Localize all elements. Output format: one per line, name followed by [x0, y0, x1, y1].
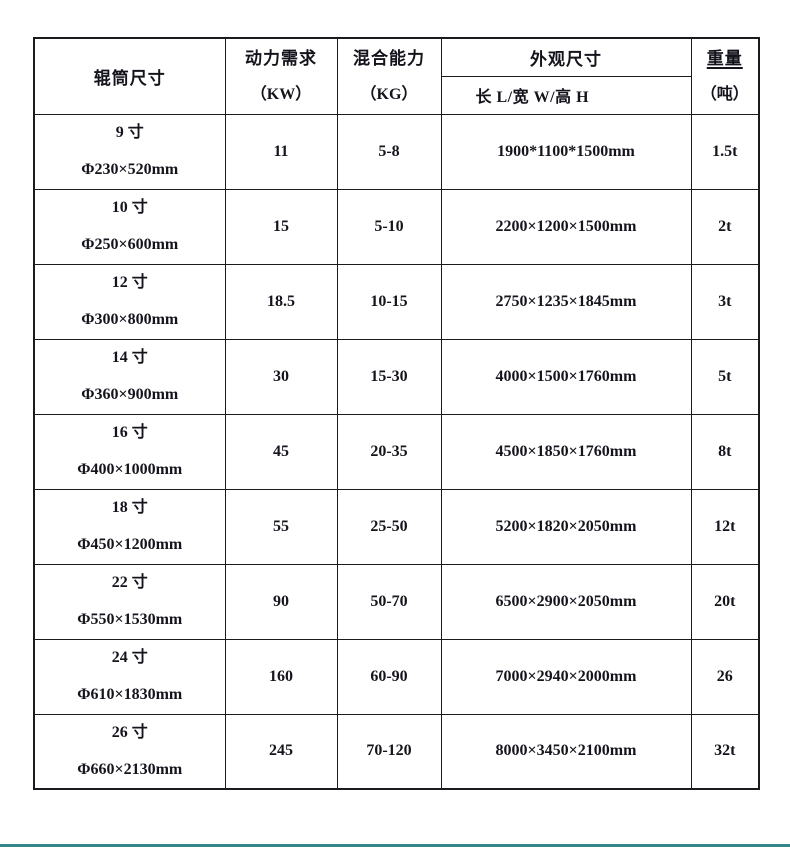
dimensions-value: 5200×1820×2050mm	[440, 488, 692, 565]
roller-size-inch: 24 寸	[111, 649, 148, 667]
header-power-unit: （KW）	[250, 85, 312, 103]
roller-size-dimensions: Φ660×2130mm	[77, 760, 183, 778]
roller-size-cell: 16 寸 Φ400×1000mm	[33, 413, 226, 490]
table-row: 9 寸 Φ230×520mm 11 5-8 1900*1100*1500mm 1…	[33, 113, 760, 190]
roller-size-cell: 18 寸 Φ450×1200mm	[33, 488, 226, 565]
header-row-1: 辊筒尺寸 动力需求 （KW） 混合能力 （KG） 外观尺寸 重量	[33, 37, 760, 115]
dimensions-value: 6500×2900×2050mm	[440, 563, 692, 640]
weight-value: 2t	[690, 188, 760, 265]
roller-size-dimensions: Φ550×1530mm	[77, 610, 183, 628]
dimensions-value: 4500×1850×1760mm	[440, 413, 692, 490]
header-weight-unit: （吨）	[700, 85, 749, 103]
header-capacity-label: 混合能力	[353, 48, 425, 68]
power-value: 30	[224, 338, 338, 415]
weight-value: 5t	[690, 338, 760, 415]
roller-size-inch: 12 寸	[111, 274, 148, 292]
roller-size-dimensions: Φ450×1200mm	[77, 535, 183, 553]
table-row: 26 寸 Φ660×2130mm 245 70-120 8000×3450×21…	[33, 713, 760, 790]
power-value: 11	[224, 113, 338, 190]
roller-size-cell: 12 寸 Φ300×800mm	[33, 263, 226, 340]
weight-value: 32t	[690, 713, 760, 790]
table-row: 16 寸 Φ400×1000mm 45 20-35 4500×1850×1760…	[33, 413, 760, 490]
header-roller-size: 辊筒尺寸	[33, 37, 226, 115]
roller-size-inch: 10 寸	[111, 199, 148, 217]
roller-size-cell: 22 寸 Φ550×1530mm	[33, 563, 226, 640]
header-weight-label: 重量	[706, 48, 743, 68]
dimensions-value: 4000×1500×1760mm	[440, 338, 692, 415]
weight-value: 26	[690, 638, 760, 715]
header-roller-size-label: 辊筒尺寸	[93, 68, 166, 88]
capacity-value: 70-120	[336, 713, 442, 790]
dimensions-value: 2200×1200×1500mm	[440, 188, 692, 265]
table-row: 14 寸 Φ360×900mm 30 15-30 4000×1500×1760m…	[33, 338, 760, 415]
roller-size-dimensions: Φ250×600mm	[81, 235, 179, 253]
power-value: 45	[224, 413, 338, 490]
capacity-value: 5-8	[336, 113, 442, 190]
bottom-divider-line	[0, 844, 790, 847]
weight-value: 3t	[690, 263, 760, 340]
capacity-value: 25-50	[336, 488, 442, 565]
roller-size-inch: 16 寸	[111, 424, 148, 442]
dimensions-value: 8000×3450×2100mm	[440, 713, 692, 790]
dimensions-value: 1900*1100*1500mm	[440, 113, 692, 190]
capacity-value: 50-70	[336, 563, 442, 640]
spec-table: 辊筒尺寸 动力需求 （KW） 混合能力 （KG） 外观尺寸 重量	[33, 37, 760, 790]
dimensions-value: 2750×1235×1845mm	[440, 263, 692, 340]
table-row: 12 寸 Φ300×800mm 18.5 10-15 2750×1235×184…	[33, 263, 760, 340]
roller-size-cell: 9 寸 Φ230×520mm	[33, 113, 226, 190]
roller-size-cell: 14 寸 Φ360×900mm	[33, 338, 226, 415]
header-capacity-unit: （KG）	[360, 85, 418, 103]
table-row: 18 寸 Φ450×1200mm 55 25-50 5200×1820×2050…	[33, 488, 760, 565]
roller-size-cell: 10 寸 Φ250×600mm	[33, 188, 226, 265]
roller-size-inch: 18 寸	[111, 499, 148, 517]
capacity-value: 10-15	[336, 263, 442, 340]
header-power: 动力需求 （KW）	[224, 37, 338, 115]
weight-value: 12t	[690, 488, 760, 565]
power-value: 15	[224, 188, 338, 265]
header-weight: 重量 （吨）	[690, 37, 760, 115]
capacity-value: 60-90	[336, 638, 442, 715]
power-value: 55	[224, 488, 338, 565]
header-capacity: 混合能力 （KG）	[336, 37, 442, 115]
roller-size-cell: 26 寸 Φ660×2130mm	[33, 713, 226, 790]
capacity-value: 5-10	[336, 188, 442, 265]
table-header: 辊筒尺寸 动力需求 （KW） 混合能力 （KG） 外观尺寸 重量	[33, 37, 760, 115]
header-row-2: 长 L/宽 W/高 H	[34, 75, 759, 115]
roller-size-dimensions: Φ400×1000mm	[77, 460, 183, 478]
weight-value: 1.5t	[690, 113, 760, 190]
roller-size-inch: 22 寸	[111, 574, 148, 592]
roller-size-dimensions: Φ610×1830mm	[77, 685, 183, 703]
power-value: 90	[224, 563, 338, 640]
table-row: 10 寸 Φ250×600mm 15 5-10 2200×1200×1500mm…	[33, 188, 760, 265]
header-dimensions-sub: 长 L/宽 W/高 H	[440, 75, 692, 115]
weight-value: 8t	[690, 413, 760, 490]
roller-size-cell: 24 寸 Φ610×1830mm	[33, 638, 226, 715]
roller-size-inch: 26 寸	[111, 724, 148, 741]
header-dimensions: 外观尺寸	[440, 37, 692, 77]
dimensions-value: 7000×2940×2000mm	[440, 638, 692, 715]
weight-value: 20t	[690, 563, 760, 640]
header-power-label: 动力需求	[245, 48, 317, 68]
table-row: 24 寸 Φ610×1830mm 160 60-90 7000×2940×200…	[33, 638, 760, 715]
roller-size-dimensions: Φ360×900mm	[81, 385, 179, 403]
roller-size-dimensions: Φ300×800mm	[81, 310, 179, 328]
power-value: 18.5	[224, 263, 338, 340]
power-value: 245	[224, 713, 338, 790]
header-dimensions-label: 外观尺寸	[530, 49, 602, 69]
roller-size-inch: 9 寸	[115, 124, 144, 142]
capacity-value: 20-35	[336, 413, 442, 490]
header-dimensions-sub-label: 长 L/宽 W/高 H	[475, 89, 590, 106]
capacity-value: 15-30	[336, 338, 442, 415]
power-value: 160	[224, 638, 338, 715]
roller-size-inch: 14 寸	[111, 349, 148, 367]
table-body: 9 寸 Φ230×520mm 11 5-8 1900*1100*1500mm 1…	[33, 113, 760, 790]
roller-size-dimensions: Φ230×520mm	[81, 160, 179, 178]
table-row: 22 寸 Φ550×1530mm 90 50-70 6500×2900×2050…	[33, 563, 760, 640]
